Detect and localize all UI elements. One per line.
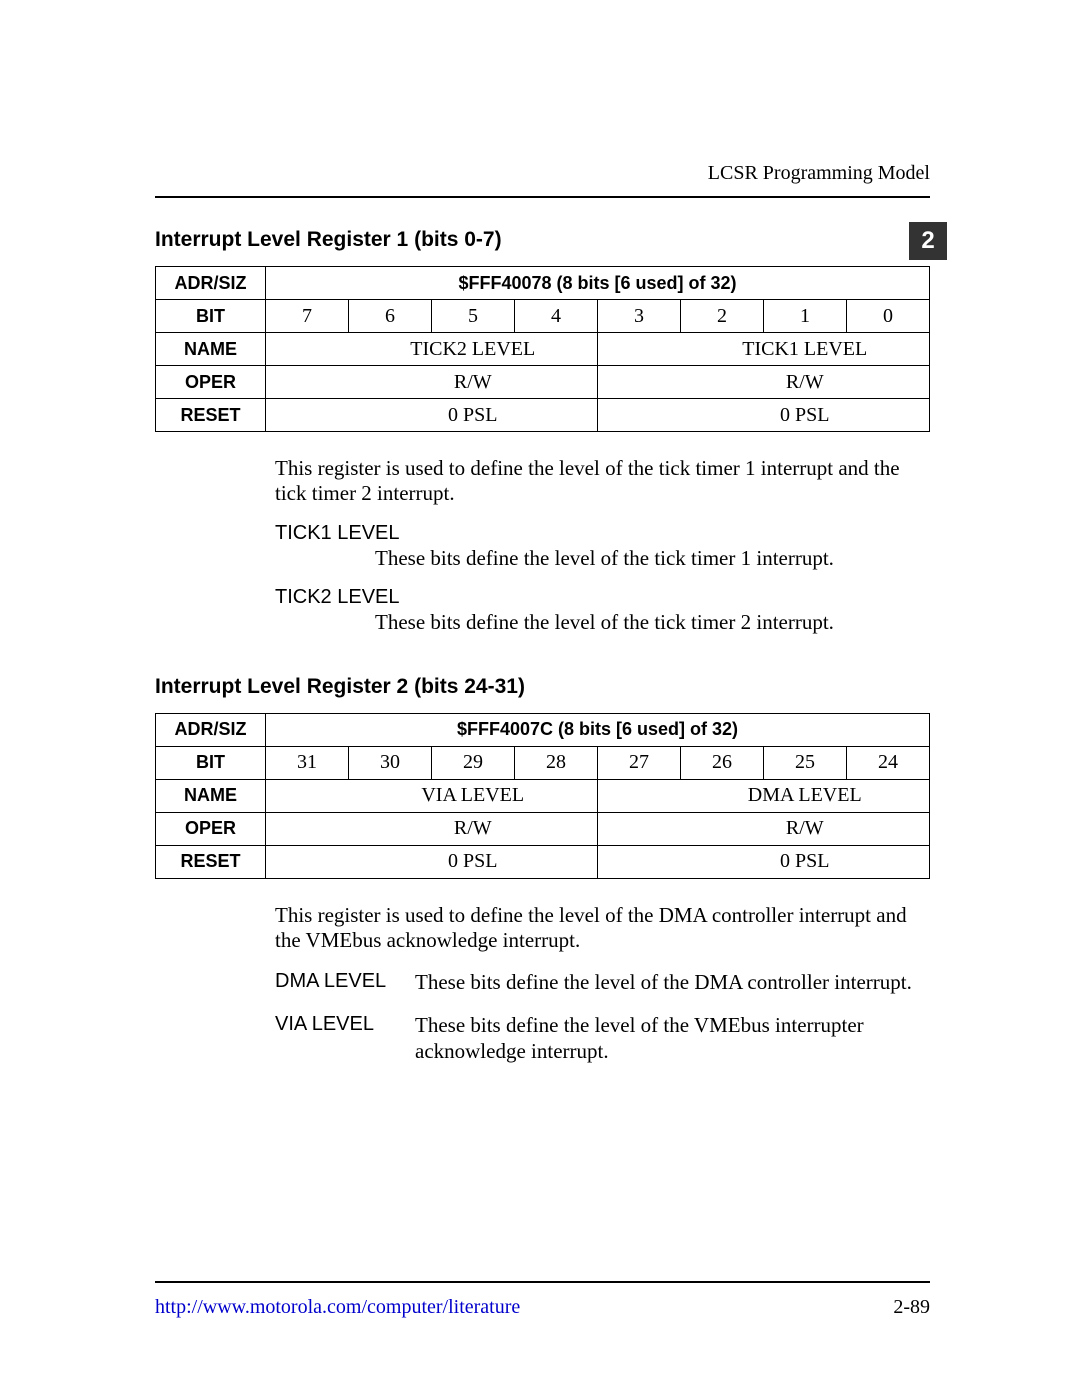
blank-cell (266, 333, 349, 366)
oper-left: R/W (349, 366, 598, 399)
blank-cell (598, 812, 681, 845)
section2-title: Interrupt Level Register 2 (bits 24-31) (155, 675, 930, 699)
blank-cell (266, 779, 349, 812)
section1-def-2: TICK2 LEVEL These bits define the level … (275, 586, 930, 635)
header-rule (155, 196, 930, 198)
page: LCSR Programming Model 2 Interrupt Level… (0, 0, 1080, 1397)
bit-cell: 26 (681, 746, 764, 779)
table-row: ADR/SIZ $FFF40078 (8 bits [6 used] of 32… (156, 267, 930, 300)
blank-cell (598, 366, 681, 399)
bit-cell: 29 (432, 746, 515, 779)
name-right: DMA LEVEL (681, 779, 930, 812)
table-row: BIT 31 30 29 28 27 26 25 24 (156, 746, 930, 779)
def-desc: These bits define the level of the tick … (375, 609, 930, 635)
table-row: RESET 0 PSL 0 PSL (156, 845, 930, 878)
table-row: NAME TICK2 LEVEL TICK1 LEVEL (156, 333, 930, 366)
oper-right: R/W (681, 812, 930, 845)
table-row: OPER R/W R/W (156, 366, 930, 399)
def-desc: These bits define the level of the tick … (375, 545, 930, 571)
blank-cell (598, 779, 681, 812)
table-row: OPER R/W R/W (156, 812, 930, 845)
section1-paragraph: This register is used to define the leve… (275, 456, 930, 506)
adr-value: $FFF4007C (8 bits [6 used] of 32) (266, 713, 930, 746)
oper-left: R/W (349, 812, 598, 845)
reset-left: 0 PSL (349, 845, 598, 878)
section2-paragraph: This register is used to define the leve… (275, 903, 930, 953)
row-label-adr: ADR/SIZ (156, 267, 266, 300)
blank-cell (598, 399, 681, 432)
oper-right: R/W (681, 366, 930, 399)
adr-value: $FFF40078 (8 bits [6 used] of 32) (266, 267, 930, 300)
bit-cell: 25 (764, 746, 847, 779)
footer-page-number: 2-89 (893, 1296, 930, 1319)
section2-def-2: VIA LEVEL These bits define the level of… (275, 1012, 930, 1065)
table-row: NAME VIA LEVEL DMA LEVEL (156, 779, 930, 812)
section1-def-1: TICK1 LEVEL These bits define the level … (275, 522, 930, 571)
running-header: LCSR Programming Model (708, 162, 930, 185)
bit-cell: 28 (515, 746, 598, 779)
bit-cell: 4 (515, 300, 598, 333)
bit-cell: 1 (764, 300, 847, 333)
row-label-name: NAME (156, 779, 266, 812)
bit-cell: 0 (847, 300, 930, 333)
row-label-reset: RESET (156, 399, 266, 432)
row-label-name: NAME (156, 333, 266, 366)
blank-cell (266, 812, 349, 845)
bit-cell: 2 (681, 300, 764, 333)
footer-rule (155, 1281, 930, 1283)
table-row: BIT 7 6 5 4 3 2 1 0 (156, 300, 930, 333)
register2-table: ADR/SIZ $FFF4007C (8 bits [6 used] of 32… (155, 713, 930, 879)
table-row: ADR/SIZ $FFF4007C (8 bits [6 used] of 32… (156, 713, 930, 746)
name-right: TICK1 LEVEL (681, 333, 930, 366)
section2-defs: DMA LEVEL These bits define the level of… (275, 969, 930, 1064)
bit-cell: 7 (266, 300, 349, 333)
register1-table: ADR/SIZ $FFF40078 (8 bits [6 used] of 32… (155, 266, 930, 432)
blank-cell (266, 366, 349, 399)
def-term: TICK2 LEVEL (275, 586, 930, 609)
name-left: TICK2 LEVEL (349, 333, 598, 366)
row-label-bit: BIT (156, 746, 266, 779)
def-term: DMA LEVEL (275, 969, 415, 995)
reset-right: 0 PSL (681, 845, 930, 878)
bit-cell: 27 (598, 746, 681, 779)
def-desc: These bits define the level of the DMA c… (415, 969, 930, 995)
row-label-oper: OPER (156, 366, 266, 399)
def-desc: These bits define the level of the VMEbu… (415, 1012, 930, 1065)
bit-cell: 5 (432, 300, 515, 333)
blank-cell (598, 845, 681, 878)
reset-right: 0 PSL (681, 399, 930, 432)
row-label-adr: ADR/SIZ (156, 713, 266, 746)
def-term: VIA LEVEL (275, 1012, 415, 1065)
bit-cell: 30 (349, 746, 432, 779)
bit-cell: 3 (598, 300, 681, 333)
bit-cell: 6 (349, 300, 432, 333)
row-label-reset: RESET (156, 845, 266, 878)
chapter-tab: 2 (909, 222, 947, 260)
section2-def-1: DMA LEVEL These bits define the level of… (275, 969, 930, 995)
row-label-bit: BIT (156, 300, 266, 333)
blank-cell (266, 399, 349, 432)
bit-cell: 24 (847, 746, 930, 779)
name-left: VIA LEVEL (349, 779, 598, 812)
row-label-oper: OPER (156, 812, 266, 845)
def-term: TICK1 LEVEL (275, 522, 930, 545)
footer-url-link[interactable]: http://www.motorola.com/computer/literat… (155, 1296, 520, 1319)
reset-left: 0 PSL (349, 399, 598, 432)
table-row: RESET 0 PSL 0 PSL (156, 399, 930, 432)
bit-cell: 31 (266, 746, 349, 779)
blank-cell (266, 845, 349, 878)
blank-cell (598, 333, 681, 366)
section1-title: Interrupt Level Register 1 (bits 0-7) (155, 228, 930, 252)
